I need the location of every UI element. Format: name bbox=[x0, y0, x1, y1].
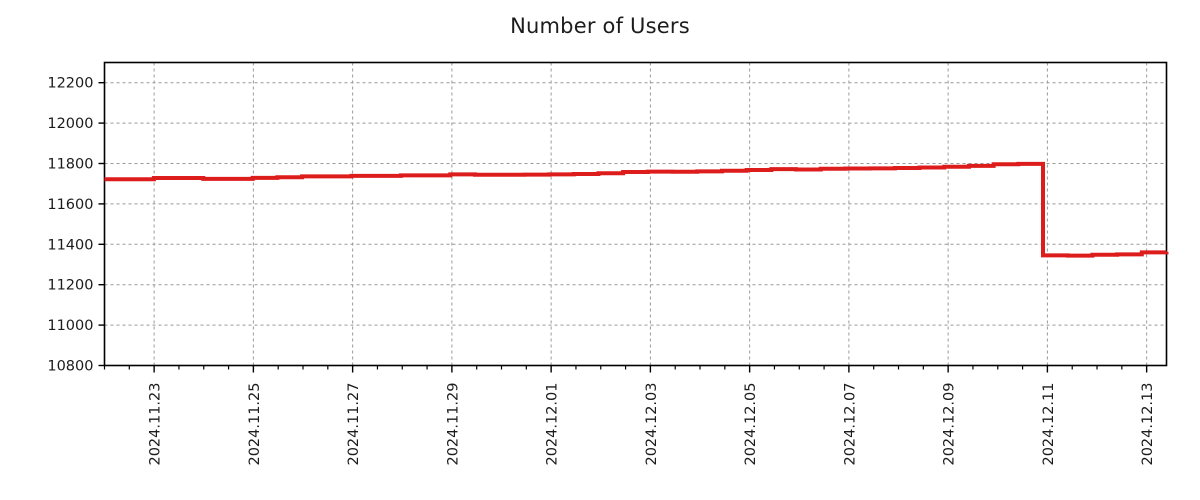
y-axis-tick-label: 12000 bbox=[47, 116, 93, 132]
y-axis-tick-label: 11000 bbox=[47, 318, 93, 334]
axes-layer bbox=[103, 61, 1168, 367]
x-axis-tick-label: 2024.12.01 bbox=[545, 383, 561, 466]
tick-marks-layer bbox=[98, 81, 1148, 373]
y-axis-tick-label: 11800 bbox=[47, 157, 93, 173]
x-axis-tick-labels: 2024.11.23 2024.11.25 2024.11.27 2024.11.29… bbox=[148, 383, 1157, 466]
y-axis-tick-label: 11200 bbox=[47, 278, 93, 294]
x-axis-tick-label: 2024.12.11 bbox=[1041, 383, 1057, 466]
data-series-layer bbox=[104, 161, 1169, 258]
x-axis-tick-label: 2024.11.27 bbox=[346, 383, 362, 466]
y-axis-tick-label: 10800 bbox=[47, 359, 93, 375]
grid-layer bbox=[104, 62, 1167, 366]
y-axis-tick-label: 12200 bbox=[47, 76, 93, 92]
y-axis-tick-label: 11600 bbox=[47, 197, 93, 213]
y-axis-tick-labels: 10800 11000 11200 11400 11600 11800 12000 12200 bbox=[47, 76, 93, 375]
x-axis-tick-label: 2024.11.23 bbox=[148, 383, 164, 466]
x-axis-tick-label: 2024.11.25 bbox=[247, 383, 263, 466]
x-axis-tick-label: 2024.12.03 bbox=[644, 383, 660, 466]
series-line-number-of-users bbox=[104, 161, 1169, 258]
x-axis-tick-label: 2024.11.29 bbox=[445, 383, 461, 466]
chart-title: Number of Users bbox=[510, 14, 690, 38]
plot-frame bbox=[103, 61, 1168, 367]
y-axis-tick-label: 11400 bbox=[47, 237, 93, 253]
x-axis-tick-label: 2024.12.13 bbox=[1140, 383, 1156, 466]
x-axis-tick-label: 2024.12.05 bbox=[743, 383, 759, 466]
x-axis-tick-label: 2024.12.09 bbox=[942, 383, 958, 466]
x-axis-tick-label: 2024.12.07 bbox=[842, 383, 858, 466]
